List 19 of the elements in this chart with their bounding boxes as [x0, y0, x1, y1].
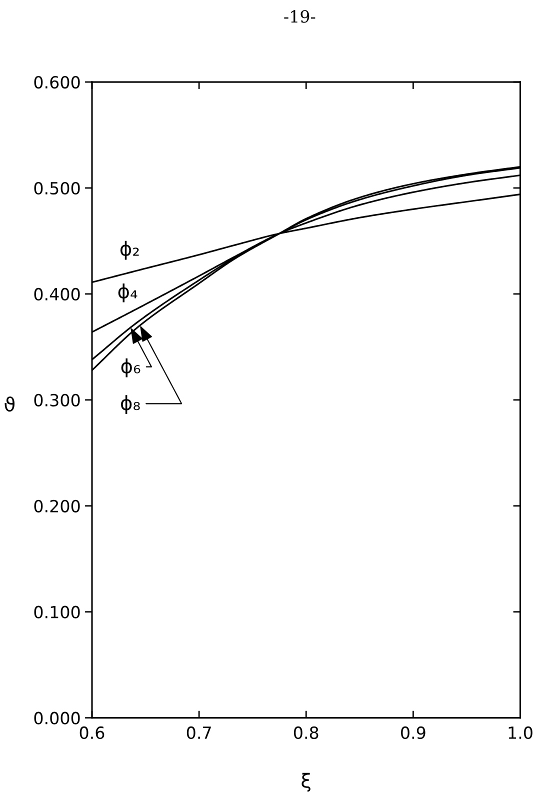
x-tick-label: 0.7 [186, 726, 211, 740]
x-tick-label: 0.8 [294, 726, 318, 740]
y-tick-label: 0.300 [34, 394, 80, 406]
y-tick-label: 0.400 [34, 288, 80, 301]
x-tick-label: 0.9 [401, 726, 426, 740]
y-axis-title: ϑ [4, 396, 14, 412]
y-tick-label: 0.500 [34, 182, 80, 195]
series-label: ϕ₂ [120, 240, 139, 260]
y-tick-label: 0.200 [34, 500, 80, 512]
x-tick-label: 0.6 [80, 726, 104, 740]
text: -19- [284, 10, 316, 23]
legend-label: ϕ₆ [121, 358, 140, 378]
x-tick-label: 1.0 [508, 726, 532, 740]
y-tick-label: 0.600 [34, 76, 80, 89]
series-label: ϕ₄ [118, 283, 138, 302]
y-tick-label: 0.100 [34, 606, 80, 618]
series-label: ϕ₈ [120, 395, 140, 414]
y-tick-label: 0.000 [34, 712, 80, 724]
x-axis-title: ξ [302, 772, 310, 792]
